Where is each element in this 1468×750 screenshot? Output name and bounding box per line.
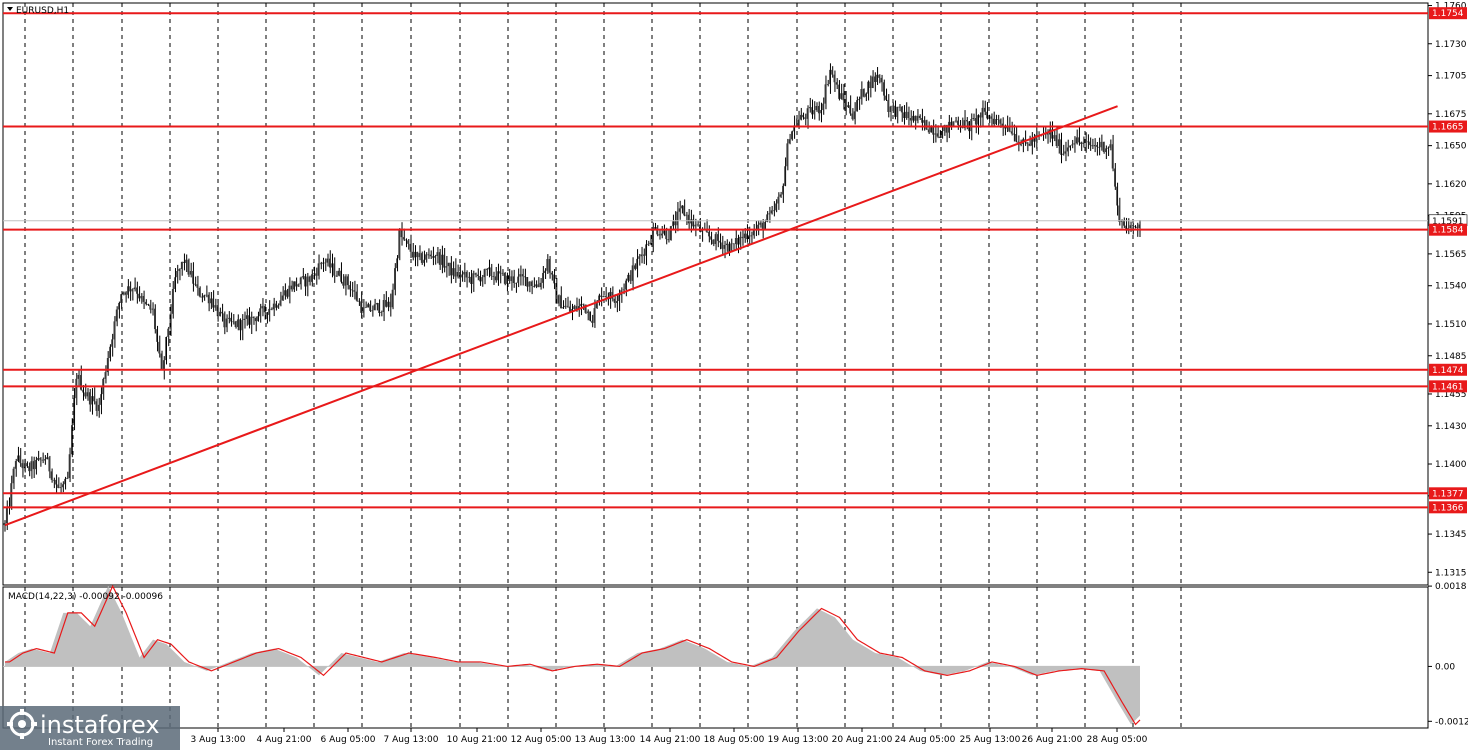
candles <box>3 63 1141 532</box>
instaforex-logo-icon <box>7 709 37 739</box>
level-tag-bg <box>1429 487 1467 500</box>
level-tag-label: 1.1461 <box>1432 382 1464 392</box>
time-tick-label: 13 Aug 13:00 <box>575 735 636 745</box>
price-tick-label: 1.1760 <box>1435 2 1467 12</box>
uptrend-line[interactable] <box>4 105 1118 527</box>
macd-label: MACD(14,22,3) -0.00092 -0.00096 <box>8 592 163 602</box>
time-tick-label: 19 Aug 13:00 <box>768 735 829 745</box>
price-tick-label: 1.1565 <box>1435 250 1467 260</box>
price-tick-label: 1.1705 <box>1435 72 1467 82</box>
level-tag-bg <box>1429 363 1467 376</box>
macd-signal-line <box>5 584 1141 726</box>
level-tag-bg <box>1429 7 1467 20</box>
level-tag-label: 1.1366 <box>1432 503 1464 513</box>
time-tick-label: 28 Aug 05:00 <box>1087 735 1148 745</box>
time-axis: 3 Aug 13:00 4 Aug 21:00 6 Aug 05:00 7 Aug 1… <box>191 728 1148 745</box>
macd-pane-border <box>2 586 1429 729</box>
price-tick-label: 1.1400 <box>1435 460 1467 470</box>
price-tick-label: 1.1620 <box>1435 180 1467 190</box>
price-tick-label: 1.1315 <box>1435 568 1467 578</box>
price-tick-label: 1.1430 <box>1435 422 1467 432</box>
watermark-bg <box>0 706 180 750</box>
current-price-label: 1.1591 <box>1432 217 1464 227</box>
watermark-tagline: Instant Forex Trading <box>48 737 153 748</box>
time-gridlines <box>24 3 1182 585</box>
price-tick-label: 1.1730 <box>1435 40 1467 50</box>
time-tick-label: 25 Aug 13:00 <box>960 735 1021 745</box>
time-tick-label: 24 Aug 05:00 <box>895 735 956 745</box>
macd-tick-label: 0.0018 <box>1435 582 1467 592</box>
level-tag-bg <box>1429 380 1467 393</box>
level-tag-label: 1.1584 <box>1432 226 1464 236</box>
level-tag-bg <box>1429 501 1467 514</box>
time-tick-label: 20 Aug 21:00 <box>832 735 893 745</box>
price-tick-label: 1.1675 <box>1435 110 1467 120</box>
level-tag-label: 1.1754 <box>1432 9 1464 19</box>
price-tick-label: 1.1510 <box>1435 320 1467 330</box>
symbol-header: EURUSD,H1 <box>7 6 69 16</box>
price-tick-label: 1.1650 <box>1435 142 1467 152</box>
level-tags: 1.1754 1.1665 1.1584 1.1474 1.1461 1.1377 1.13… <box>1429 7 1467 514</box>
watermark-brand: instaforex <box>40 711 160 739</box>
price-tick-label: 1.1540 <box>1435 282 1467 292</box>
macd-tick-label: 0.00 <box>1435 662 1455 672</box>
level-tag-bg <box>1429 223 1467 236</box>
time-tick-label: 14 Aug 21:00 <box>640 735 701 745</box>
level-tag-label: 1.1665 <box>1432 123 1464 133</box>
symbol-label: EURUSD,H1 <box>16 6 69 16</box>
time-tick-label: 18 Aug 05:00 <box>704 735 765 745</box>
price-pane[interactable]: EURUSD,H1 <box>2 2 1429 586</box>
level-tag-label: 1.1377 <box>1432 489 1464 499</box>
price-tick-label: 1.1485 <box>1435 352 1467 362</box>
time-tick-label: 6 Aug 05:00 <box>321 735 376 745</box>
time-tick-label: 7 Aug 13:00 <box>384 735 439 745</box>
level-tag-label: 1.1474 <box>1432 366 1464 376</box>
time-tick-label: 12 Aug 05:00 <box>511 735 572 745</box>
dropdown-arrow-icon[interactable] <box>7 7 13 11</box>
time-tick-label: 10 Aug 21:00 <box>447 735 508 745</box>
price-tick-label: 1.1345 <box>1435 530 1467 540</box>
level-tag-bg <box>1429 120 1467 133</box>
instaforex-watermark: instaforex Instant Forex Trading <box>0 706 180 750</box>
horizontal-levels[interactable] <box>3 12 1428 509</box>
time-tick-label: 26 Aug 21:00 <box>1022 735 1083 745</box>
price-pane-border <box>2 2 1429 586</box>
macd-pane[interactable]: MACD(14,22,3) -0.00092 -0.00096 <box>2 584 1429 729</box>
time-tick-label: 4 Aug 21:00 <box>257 735 312 745</box>
time-tick-label: 3 Aug 13:00 <box>191 735 246 745</box>
price-tick-label: 1.1455 <box>1435 390 1467 400</box>
